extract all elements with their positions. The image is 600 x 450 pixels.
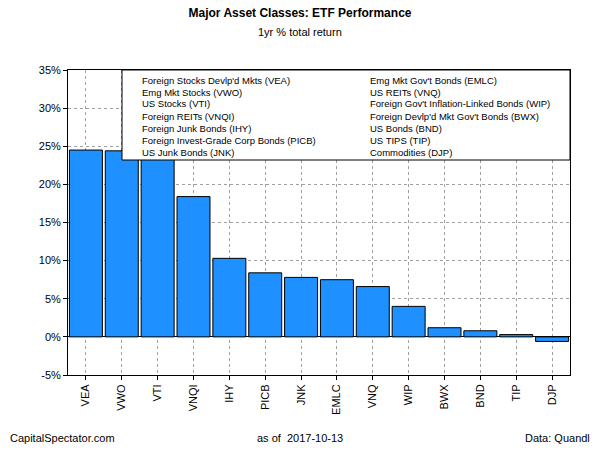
svg-text:WIP: WIP: [402, 384, 414, 405]
svg-text:15%: 15%: [39, 216, 61, 228]
svg-text:Foreign Junk Bonds (IHY): Foreign Junk Bonds (IHY): [142, 123, 251, 134]
svg-text:BND: BND: [474, 384, 486, 407]
svg-text:Data: Quandl: Data: Quandl: [525, 432, 590, 444]
svg-text:Foreign Invest-Grade Corp Bond: Foreign Invest-Grade Corp Bonds (PICB): [142, 135, 316, 146]
svg-text:DJP: DJP: [546, 384, 558, 405]
svg-text:US TIPS (TIP): US TIPS (TIP): [370, 135, 431, 146]
svg-text:1yr % total return: 1yr % total return: [258, 26, 342, 38]
svg-text:VNQI: VNQI: [187, 384, 199, 411]
svg-text:CapitalSpectator.com: CapitalSpectator.com: [10, 432, 115, 444]
svg-text:US Junk Bonds (JNK): US Junk Bonds (JNK): [142, 147, 234, 158]
svg-text:30%: 30%: [39, 102, 61, 114]
svg-text:Commodities (DJP): Commodities (DJP): [370, 147, 452, 158]
svg-text:25%: 25%: [39, 140, 61, 152]
svg-text:VWO: VWO: [115, 384, 127, 411]
svg-text:35%: 35%: [39, 64, 61, 76]
svg-text:VTI: VTI: [151, 384, 163, 401]
svg-text:VEA: VEA: [80, 384, 92, 407]
svg-text:JNK: JNK: [295, 384, 307, 405]
svg-text:20%: 20%: [39, 178, 61, 190]
svg-text:US Bonds (BND): US Bonds (BND): [370, 123, 442, 134]
svg-text:IHY: IHY: [223, 384, 235, 403]
svg-text:EMLC: EMLC: [331, 384, 343, 415]
svg-text:US REITs (VNQ): US REITs (VNQ): [370, 87, 441, 98]
svg-text:0%: 0%: [45, 331, 61, 343]
svg-text:as of 2017-10-13: as of 2017-10-13: [257, 432, 343, 444]
svg-text:PICB: PICB: [259, 384, 271, 410]
svg-text:Emg Mkt Gov't Bonds (EMLC): Emg Mkt Gov't Bonds (EMLC): [370, 75, 497, 86]
svg-text:Foreign REITs (VNQI): Foreign REITs (VNQI): [142, 111, 234, 122]
svg-text:Foreign Stocks Devlp'd Mkts (V: Foreign Stocks Devlp'd Mkts (VEA): [142, 75, 290, 86]
svg-text:10%: 10%: [39, 254, 61, 266]
svg-text:TIP: TIP: [510, 384, 522, 401]
svg-text:-5%: -5%: [41, 369, 61, 381]
svg-text:Emg Mkt Stocks (VWO): Emg Mkt Stocks (VWO): [142, 87, 242, 98]
svg-text:Foreign Devlp'd Mkt Gov't Bond: Foreign Devlp'd Mkt Gov't Bonds (BWX): [370, 111, 539, 122]
svg-text:BWX: BWX: [438, 384, 450, 410]
svg-text:VNQ: VNQ: [366, 384, 378, 408]
svg-text:5%: 5%: [45, 293, 61, 305]
svg-text:US Stocks (VTI): US Stocks (VTI): [142, 98, 210, 109]
svg-text:Major Asset Classes: ETF Perfo: Major Asset Classes: ETF Performance: [189, 6, 412, 20]
svg-text:Foreign Gov't Inflation-Linked: Foreign Gov't Inflation-Linked Bonds (WI…: [370, 98, 550, 109]
